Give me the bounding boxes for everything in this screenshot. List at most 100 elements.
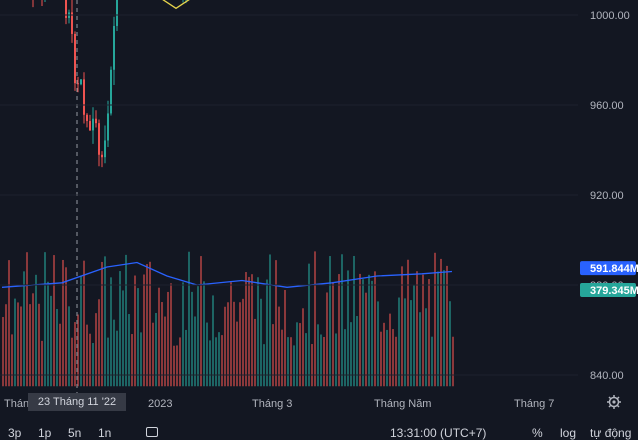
time-tick-label: Tháng 7 [514,398,554,410]
candle-body [83,79,85,115]
volume-bar [251,274,253,387]
volume-bar [122,290,124,387]
volume-bar [47,281,49,387]
volume-bar [401,266,403,387]
crosshair-date-label: 23 Tháng 11 '22 [28,393,126,411]
volume-bar [119,271,121,387]
gear-icon[interactable] [607,395,621,409]
volume-bar [23,271,25,387]
volume-bar [164,316,166,387]
volume-ma-line [1,261,453,288]
volume-bar [356,316,358,387]
volume-bar [374,271,376,387]
volume-bar [395,336,397,387]
volume-bar [188,251,190,387]
volume-bar [431,336,433,387]
volume-bar [440,258,442,387]
candle-body [86,114,88,122]
volume-bar [197,286,199,387]
candle-body [104,140,106,158]
volume-bar [173,345,175,387]
time-display[interactable]: 13:31:00 (UTC+7) [390,426,487,440]
interval-5n[interactable]: 5n [68,426,82,440]
interval-1n[interactable]: 1n [98,426,112,440]
log-toggle[interactable]: log [560,426,577,440]
volume-bar [236,321,238,387]
candle-body [110,69,112,114]
volume-bar [26,252,28,387]
volume-bar [38,303,40,387]
volume-bar [8,260,10,387]
time-tick-label: Tháng Năm [374,398,431,410]
candle-body [74,33,76,84]
volume-bar [104,256,106,387]
volume-bar [227,302,229,387]
price-tick-label: 840.00 [590,370,624,382]
volume-bar [182,282,184,387]
volume-bar [338,274,340,387]
price-candles [32,0,187,168]
volume-bar [281,329,283,387]
volume-bar [254,318,256,387]
volume-bar [284,289,286,387]
volume-bar [32,293,34,387]
volume-bar [158,287,160,387]
volume-bar [17,302,19,387]
percent-toggle[interactable]: % [532,426,543,440]
volume-bar [278,306,280,387]
volume-bar [323,336,325,387]
volume-bar [368,274,370,387]
volume-bar [290,337,292,387]
volume-bar [80,275,82,387]
volume-bar [113,319,115,387]
volume-bar [434,252,436,387]
auto-toggle[interactable]: tự động [590,426,632,440]
calendar-icon[interactable] [146,427,158,437]
volume-bar [161,302,163,387]
volume-bar [101,261,103,387]
interval-1p[interactable]: 1p [38,426,52,440]
volume-bar [335,333,337,387]
candle-body [113,25,115,70]
volume-bar [266,279,268,387]
volume-bar [230,282,232,387]
volume-bar [350,322,352,387]
volume-bar [95,313,97,387]
volume-bar [245,272,247,387]
volume-bar [116,330,118,387]
volume-bar [413,285,415,387]
time-axis[interactable]: Thán 2023 Tháng 3 Tháng Năm Tháng 7 [4,398,554,410]
interval-3p[interactable]: 3p [8,426,22,440]
candle-body [98,123,100,155]
volume-bar [53,255,55,387]
volume-bar [185,329,187,387]
volume-bar [224,306,226,387]
volume-bar [44,252,46,387]
volume-bar [443,270,445,387]
volume-bar [359,273,361,387]
volume-bar [410,300,412,387]
volume-bar [98,299,100,387]
volume-bar [377,301,379,387]
volume-bar [5,304,7,387]
volume-bar [452,336,454,387]
candlestick-chart[interactable]: 1160.001120.001080.001000.00960.00920.00… [0,0,638,425]
candle-body [80,79,82,85]
volume-bar [257,277,259,387]
volume-bar [437,271,439,387]
time-tick-label: Tháng 3 [252,398,292,410]
volume-bar [86,324,88,387]
volume-bar [449,301,451,387]
volume-bar [35,274,37,387]
price-tag-label: 379.345M [590,285,638,297]
volume-bar [50,295,52,387]
volume-bar [308,263,310,387]
volume-bar [41,340,43,387]
volume-bar [29,304,31,387]
volume-bar [311,344,313,387]
volume-bar [203,281,205,387]
candle-body [65,0,67,18]
volume-bar [287,337,289,387]
volume-bar [425,308,427,387]
time-tick-label: 2023 [148,398,172,410]
